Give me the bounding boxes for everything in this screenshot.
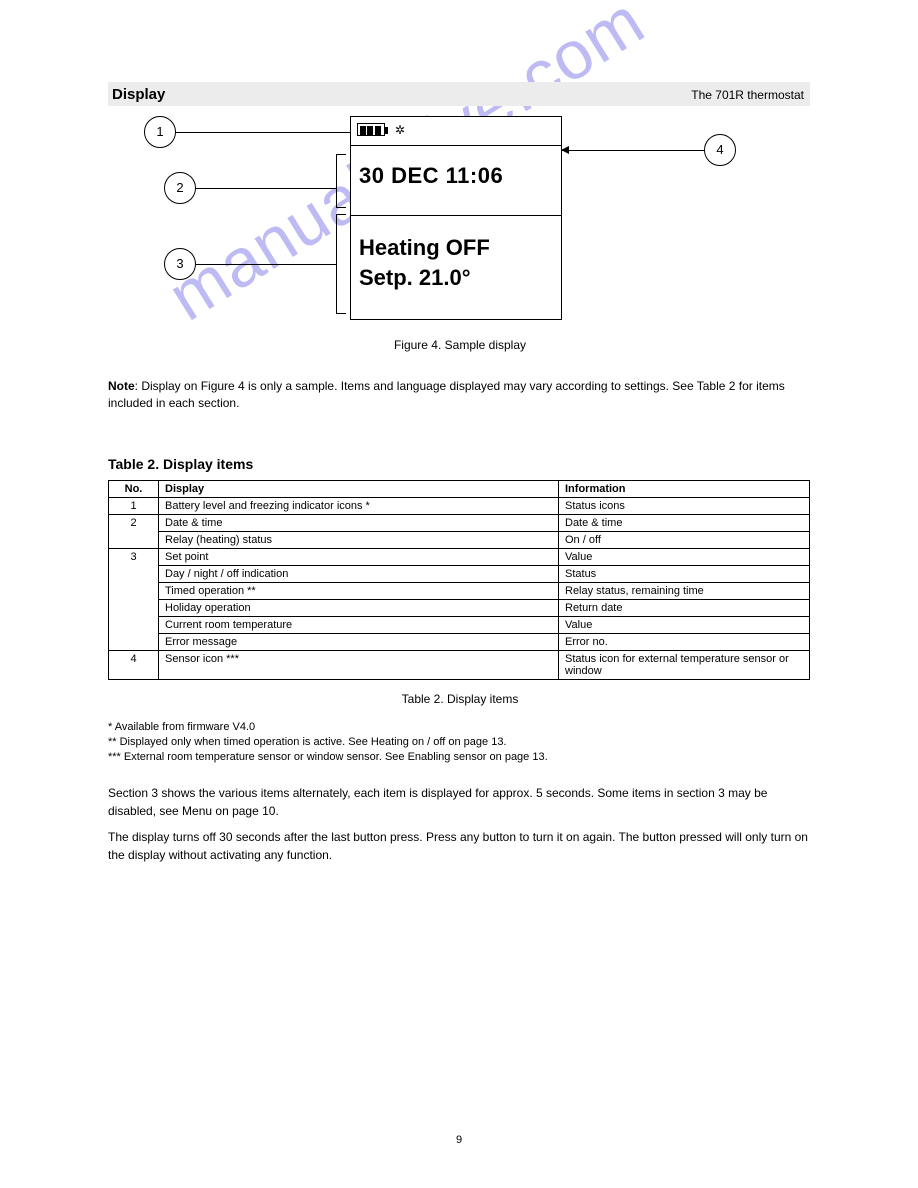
col-info: Information	[559, 481, 810, 498]
footnote-b: ** Displayed only when timed operation i…	[108, 735, 810, 750]
lcd-row1: ✲	[351, 117, 561, 142]
line-3	[196, 264, 336, 265]
note-bold: Note	[108, 379, 135, 393]
table-row: 2Date & timeDate & time	[109, 515, 810, 532]
arrow-4	[562, 150, 704, 151]
table-row: Relay (heating) statusOn / off	[109, 532, 810, 549]
page-number: 9	[0, 1134, 918, 1146]
page: manualshive.com Display The 701R thermos…	[0, 0, 918, 1188]
table-body: 1Battery level and freezing indicator ic…	[109, 498, 810, 680]
battery-icon	[357, 123, 385, 136]
col-no: No.	[109, 481, 159, 498]
body-p2: The display turns off 30 seconds after t…	[108, 828, 810, 864]
table-header-row: No. Display Information	[109, 481, 810, 498]
table-row: 3Set pointValue	[109, 549, 810, 566]
body-p1: Section 3 shows the various items altern…	[108, 784, 810, 820]
header-left: Display	[112, 86, 165, 103]
callout-2: 2	[164, 172, 196, 204]
bracket-3	[336, 214, 346, 314]
callout-1: 1	[144, 116, 176, 148]
table-row: 1Battery level and freezing indicator ic…	[109, 498, 810, 515]
bracket-2	[336, 154, 346, 208]
lcd-datetime: 30 DEC 11:06	[359, 163, 503, 189]
display-diagram: 1 2 3 4 ✲ 30 DEC 11:06	[108, 110, 810, 340]
table-row: 4Sensor icon ***Status icon for external…	[109, 651, 810, 680]
line-2	[196, 188, 336, 189]
lcd-sample: ✲ 30 DEC 11:06 Heating OFF Setp. 21.0°	[350, 116, 562, 320]
footnote-c: *** External room temperature sensor or …	[108, 750, 810, 765]
table-row: Holiday operationReturn date	[109, 600, 810, 617]
header-right: The 701R thermostat	[691, 88, 804, 102]
table-caption: Table 2. Display items	[260, 692, 660, 706]
col-display: Display	[159, 481, 559, 498]
table-row: Error messageError no.	[109, 634, 810, 651]
lcd-divider-2	[351, 215, 561, 216]
table-row: Day / night / off indicationStatus	[109, 566, 810, 583]
table-row: Current room temperatureValue	[109, 617, 810, 634]
note-text: : Display on Figure 4 is only a sample. …	[108, 379, 785, 410]
snowflake-icon: ✲	[395, 123, 405, 137]
footnote-a: * Available from firmware V4.0	[108, 720, 810, 735]
footnotes: * Available from firmware V4.0 ** Displa…	[108, 720, 810, 765]
table-heading: Table 2. Display items	[108, 456, 253, 472]
table-row: Timed operation **Relay status, remainin…	[109, 583, 810, 600]
figure-caption: Figure 4. Sample display	[260, 338, 660, 352]
lcd-heating-status: Heating OFF	[359, 235, 490, 261]
note-box: Note: Display on Figure 4 is only a samp…	[108, 378, 810, 412]
callout-4: 4	[704, 134, 736, 166]
callout-3: 3	[164, 248, 196, 280]
arrow-1	[176, 132, 358, 133]
lcd-setpoint: Setp. 21.0°	[359, 265, 471, 291]
display-items-table: No. Display Information 1Battery level a…	[108, 480, 810, 680]
lcd-divider-1	[351, 145, 561, 146]
